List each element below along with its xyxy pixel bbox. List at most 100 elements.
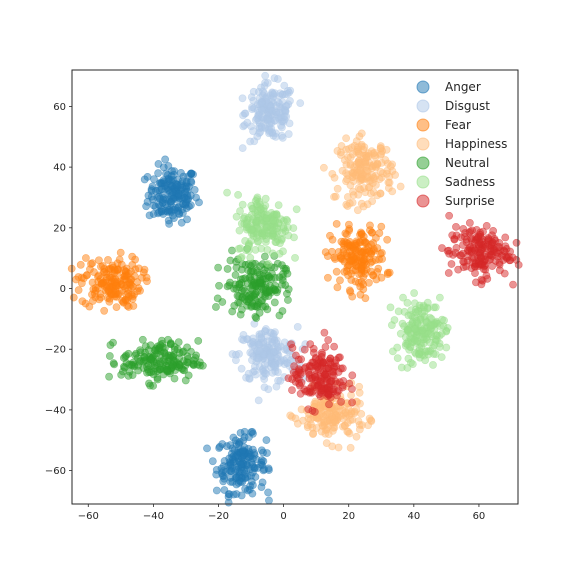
data-point	[288, 343, 297, 352]
data-point	[232, 473, 241, 481]
data-point	[360, 238, 369, 247]
data-point	[89, 285, 98, 294]
data-point	[435, 293, 444, 302]
data-point	[215, 442, 224, 451]
data-point	[189, 361, 198, 369]
data-point	[355, 166, 364, 175]
data-point	[285, 119, 294, 128]
data-point	[332, 219, 341, 228]
data-point	[257, 334, 266, 343]
y-tick-label: 0	[60, 284, 66, 295]
data-point	[129, 302, 138, 310]
data-point	[367, 267, 376, 276]
data-point	[427, 321, 436, 330]
data-point	[269, 216, 278, 225]
x-tick-label: 60	[473, 511, 486, 522]
data-point	[287, 356, 296, 364]
data-point	[311, 361, 320, 370]
data-point	[432, 331, 440, 340]
data-point	[140, 265, 149, 274]
legend-marker	[416, 137, 430, 151]
data-point	[117, 370, 126, 379]
legend-label: Surprise	[445, 194, 495, 208]
data-point	[355, 388, 364, 397]
data-point	[357, 229, 366, 238]
data-point	[247, 93, 256, 101]
data-point	[274, 376, 282, 385]
data-point	[154, 160, 163, 168]
data-point	[166, 351, 175, 360]
data-point	[249, 341, 258, 350]
data-point	[133, 354, 142, 363]
data-point	[322, 439, 331, 448]
data-point	[105, 297, 114, 306]
data-point	[153, 375, 162, 384]
data-point	[161, 155, 170, 164]
data-point	[146, 381, 154, 390]
data-point	[346, 181, 355, 190]
data-point	[393, 354, 402, 363]
x-tick-label: 20	[342, 511, 355, 522]
data-point	[262, 436, 271, 445]
data-point	[155, 208, 164, 217]
legend-label: Fear	[445, 118, 471, 132]
series-surprise	[284, 211, 523, 416]
data-point	[323, 273, 332, 282]
data-point	[501, 233, 510, 242]
data-point	[288, 375, 297, 384]
data-point	[355, 176, 364, 185]
data-point	[487, 239, 496, 248]
data-point	[364, 149, 373, 158]
data-point	[78, 297, 87, 306]
data-point	[251, 289, 260, 298]
y-tick-label: −40	[45, 405, 66, 416]
data-point	[237, 286, 246, 295]
data-point	[369, 160, 378, 169]
data-point	[353, 145, 362, 154]
data-point	[184, 354, 193, 363]
legend-marker	[416, 118, 430, 132]
data-point	[368, 171, 377, 179]
data-point	[177, 218, 186, 227]
plot-frame	[71, 69, 519, 505]
data-point	[348, 292, 357, 301]
data-point	[208, 457, 217, 466]
data-point	[431, 303, 440, 312]
data-point	[261, 194, 270, 203]
data-point	[232, 440, 241, 449]
data-point	[358, 421, 366, 430]
data-point	[167, 199, 175, 208]
data-point	[348, 398, 357, 407]
data-point	[271, 281, 280, 290]
data-point	[512, 238, 521, 247]
data-point	[452, 231, 461, 240]
data-point	[168, 188, 177, 197]
data-point	[338, 166, 347, 175]
data-point	[500, 269, 509, 278]
data-point	[410, 299, 419, 308]
data-point	[258, 123, 266, 132]
data-point	[226, 477, 235, 486]
data-point	[371, 256, 380, 264]
data-point	[377, 249, 386, 257]
data-point	[264, 126, 273, 134]
data-point	[274, 201, 283, 209]
data-point	[257, 99, 266, 107]
data-point	[381, 156, 390, 164]
data-point	[257, 483, 266, 491]
data-point	[352, 405, 361, 414]
data-point	[331, 418, 340, 427]
data-point	[388, 160, 397, 169]
data-point	[321, 343, 330, 351]
data-point	[218, 298, 227, 306]
data-point	[344, 427, 353, 436]
data-point	[194, 336, 203, 345]
data-point	[346, 443, 355, 452]
data-point	[186, 169, 195, 178]
data-point	[334, 443, 343, 452]
data-point	[174, 338, 183, 347]
data-point	[349, 191, 358, 200]
data-point	[442, 343, 451, 352]
data-point	[270, 298, 279, 307]
